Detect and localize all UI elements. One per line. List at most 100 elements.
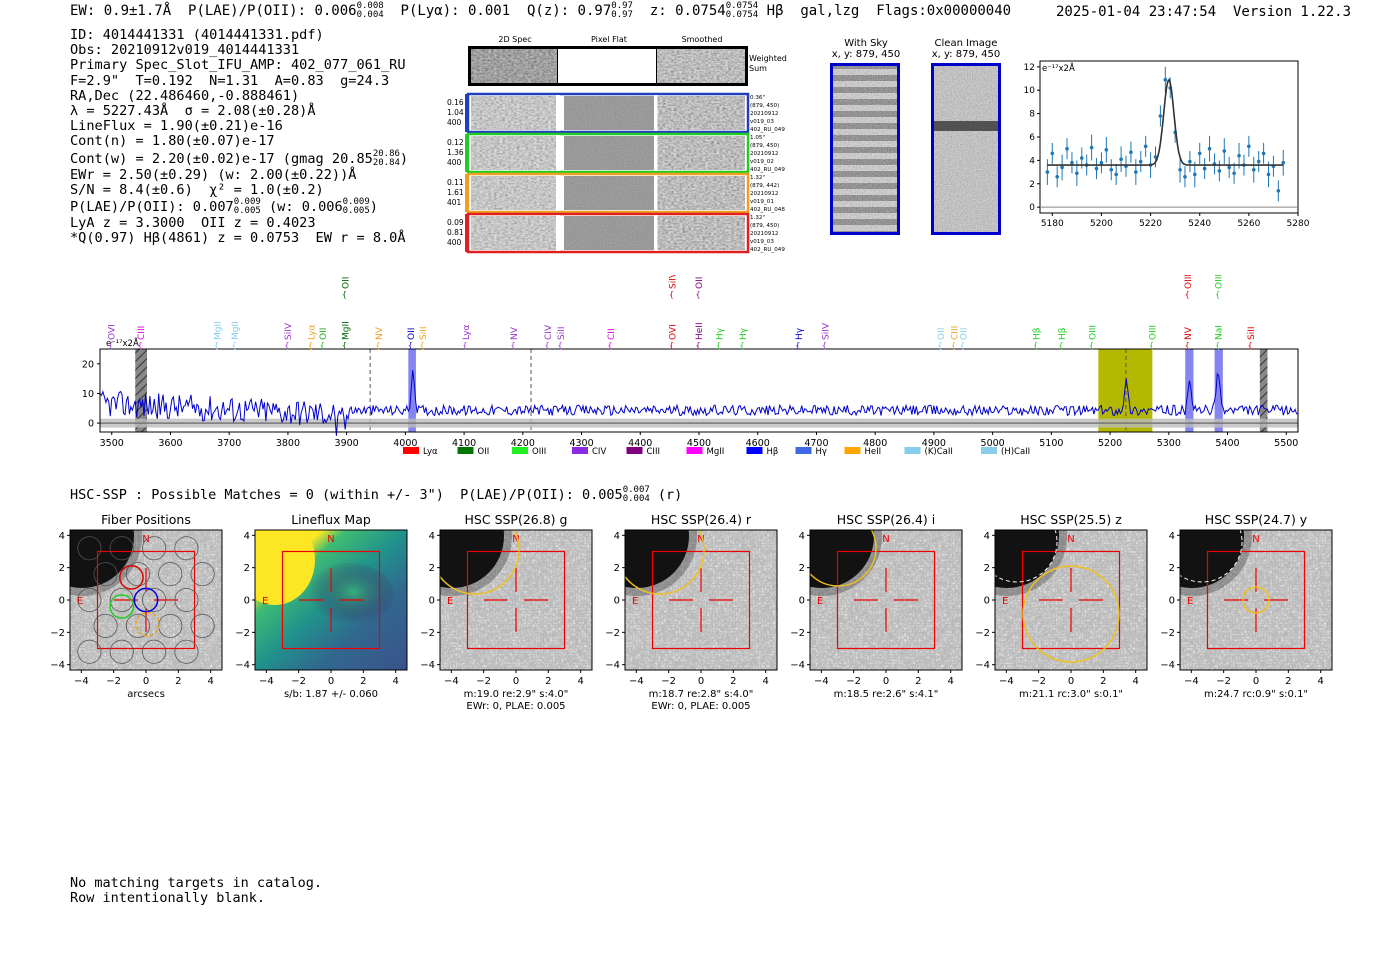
spectrum-line-brace: { (1089, 341, 1094, 350)
spectrum-legend-swatch (686, 447, 703, 454)
hsc-source-ellipse (1022, 565, 1120, 663)
spectrum-line-brace: { (342, 341, 347, 350)
cutout-row-2d (471, 176, 557, 210)
hsc-xtick-label: 0 (328, 676, 334, 687)
zoom-point (1089, 145, 1094, 150)
hsc-ytick-label: −4 (50, 660, 65, 671)
spectrum-line-brace: { (138, 341, 143, 350)
hsc-north-label: N (327, 534, 334, 545)
spectrum-line-brace: { (462, 341, 467, 350)
zoom-ytick-label: 12 (1024, 63, 1035, 73)
hsc-ytick-label: 4 (1169, 531, 1175, 542)
spectrum-line-label: NV (510, 326, 520, 340)
zoom-ytick-label: 8 (1029, 110, 1035, 120)
col-2d-spec: 2D Spec (498, 35, 531, 44)
cutout-row-val-c: 400 (447, 118, 462, 127)
spectrum-line-brace: { (739, 341, 744, 350)
info-plae-hi: 0.009 (233, 197, 261, 208)
hsc-ytick-label: 0 (1169, 596, 1175, 607)
spectrum-xtick-label: 5100 (1039, 438, 1063, 449)
spectrum-line-brace: { (342, 290, 347, 299)
hsc-xtick-label: 0 (143, 676, 149, 687)
spectrum-legend-label: MgII (707, 447, 725, 457)
spectrum-xtick-label: 4800 (863, 438, 887, 449)
cutout-row-meta: 20210912 (750, 151, 778, 157)
hsc-xtick-label: 4 (1132, 676, 1138, 687)
spectrum-line-label: MgII (341, 321, 351, 340)
info-contn: Cont(n) = 1.80(±0.07)e-17 (70, 133, 275, 150)
spectrum-line-brace: { (214, 341, 219, 350)
spectrum-line-label: NaI (1215, 325, 1225, 340)
spectrum-xtick-label: 4400 (628, 438, 652, 449)
fiber-circle (142, 536, 167, 561)
zoom-point (1158, 114, 1163, 118)
col-pixel-flat: Pixel Flat (591, 35, 627, 44)
header-ew: EW: 0.9±1.7Å (70, 3, 172, 19)
info-lya: LyA z = 3.3000 OII z = 0.4023 (70, 215, 316, 232)
hsc-panel-title: HSC SSP(26.4) i (837, 512, 935, 527)
cutout-row-meta: (879, 450) (750, 143, 779, 149)
spectrum-xtick-label: 4700 (804, 438, 828, 449)
zoom-point (1070, 160, 1074, 165)
hsc-ytick-label: 0 (244, 596, 250, 607)
zoom-point (1251, 167, 1256, 172)
with-sky-label: With Sky (844, 38, 888, 49)
cutout-row-2d (471, 216, 557, 250)
zoom-point (1114, 172, 1118, 177)
header-z-lo: 0.0754 (725, 10, 759, 20)
clean-image-emission (934, 121, 998, 131)
hsc-ytick-label: −4 (605, 660, 620, 671)
hsc-xtick-label: 0 (1253, 676, 1259, 687)
cutout-row-flat-grain (564, 136, 654, 170)
spectrum-line-brace: { (1149, 341, 1154, 350)
hsc-ytick-label: 2 (59, 563, 65, 574)
hsc-xtick-label: 0 (698, 676, 704, 687)
hsc-ytick-label: 0 (984, 596, 990, 607)
spectrum-line-brace: { (419, 341, 424, 350)
cutout-row-meta: 1.32" (750, 215, 765, 221)
spectrum-line-label: Hγ (739, 327, 749, 340)
hsc-panel-title: HSC SSP(25.5) z (1020, 512, 1122, 527)
zoom-point (1163, 77, 1168, 82)
spectrum-line-brace: { (937, 341, 942, 350)
zoom-point (1134, 170, 1138, 174)
spectrum-line-label: NV (1184, 326, 1194, 340)
hsc-panel-title: HSC SSP(26.8) g (465, 512, 568, 527)
hsc-north-label: N (1067, 534, 1074, 545)
info-lambda: λ = 5227.43Å σ = 2.08(±0.28)Å (70, 103, 316, 120)
hsc-xtick-label: 2 (360, 676, 366, 687)
spectrum-legend-label: HeII (865, 447, 882, 457)
cutout-row-val-b: 1.61 (447, 188, 464, 197)
zoom-point (1119, 157, 1123, 162)
hsc-xtick-label: 2 (1100, 676, 1106, 687)
spectrum-ytick-label: 20 (82, 359, 94, 370)
spectrum-xtick-label: 5500 (1274, 438, 1298, 449)
info-q: *Q(0.97) Hβ(4861) z = 0.0753 EW r = 8.0Å (70, 230, 406, 247)
hsc-ytick-label: 0 (614, 596, 620, 607)
hsc-ytick-label: −2 (50, 628, 65, 639)
spectrum-line-brace: { (951, 341, 956, 350)
zoom-point (1050, 151, 1055, 156)
zoom-point (1237, 153, 1241, 158)
header-plae-lo: 0.004 (356, 10, 384, 20)
hsc-title: HSC-SSP : Possible Matches = 0 (within +… (70, 486, 682, 504)
zoom-point (1276, 188, 1281, 193)
spectrum-line-brace: { (320, 341, 325, 350)
info-contw-text: Cont(w) = 2.20(±0.02)e-17 (gmag 20.85 (70, 150, 373, 167)
hsc-ytick-label: 0 (59, 596, 65, 607)
spectrum-line-label: CIII (950, 326, 960, 340)
hsc-xtick-label: 4 (392, 676, 398, 687)
hsc-xtick-label: 0 (1068, 676, 1074, 687)
spectrum-line-brace: { (716, 341, 721, 350)
zoom-point (1104, 148, 1109, 152)
header-qz: Q(z): 0.97 (526, 3, 612, 19)
header-plae: P(LAE)/P(OII): 0.006 (188, 3, 357, 19)
cutout-row-meta: 0.36" (750, 95, 765, 101)
cutout-row-val-c: 400 (447, 238, 462, 247)
zoom-xtick-label: 5200 (1090, 219, 1113, 229)
spectrum-xtick-label: 4200 (511, 438, 535, 449)
cutout-row-meta: 402_RU_049 (750, 247, 785, 253)
spectrum-legend-label: Hβ (767, 447, 779, 457)
cutout-row-smooth (657, 96, 745, 130)
hsc-ytick-label: 2 (614, 563, 620, 574)
